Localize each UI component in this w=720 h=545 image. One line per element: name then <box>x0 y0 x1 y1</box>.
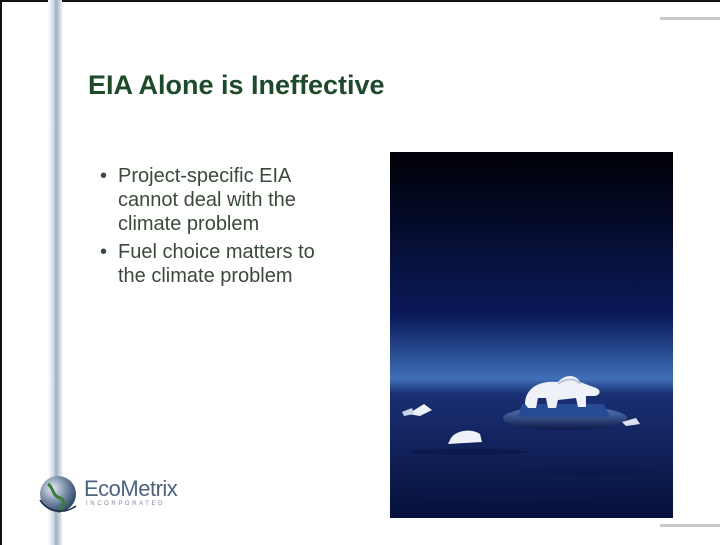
side-bar <box>48 0 62 545</box>
frame <box>0 0 2 545</box>
rule <box>660 17 720 20</box>
slide-title: EIA Alone is Ineffective <box>88 70 385 100</box>
bullet: Project-specific EIA cannot deal with th… <box>100 164 318 236</box>
polar-bear-image <box>390 152 673 518</box>
bullet: Fuel choice matters to the climate probl… <box>100 240 318 288</box>
logo-name: EcoMetrix <box>84 476 178 501</box>
logo-subtitle: INCORPORATED <box>86 501 166 507</box>
logo-globe <box>39 476 77 514</box>
logo: EcoMetrix INCORPORATED <box>32 470 232 520</box>
bullet-list: Project-specific EIA cannot deal with th… <box>100 164 340 292</box>
frame <box>0 0 720 2</box>
rule <box>660 524 720 527</box>
